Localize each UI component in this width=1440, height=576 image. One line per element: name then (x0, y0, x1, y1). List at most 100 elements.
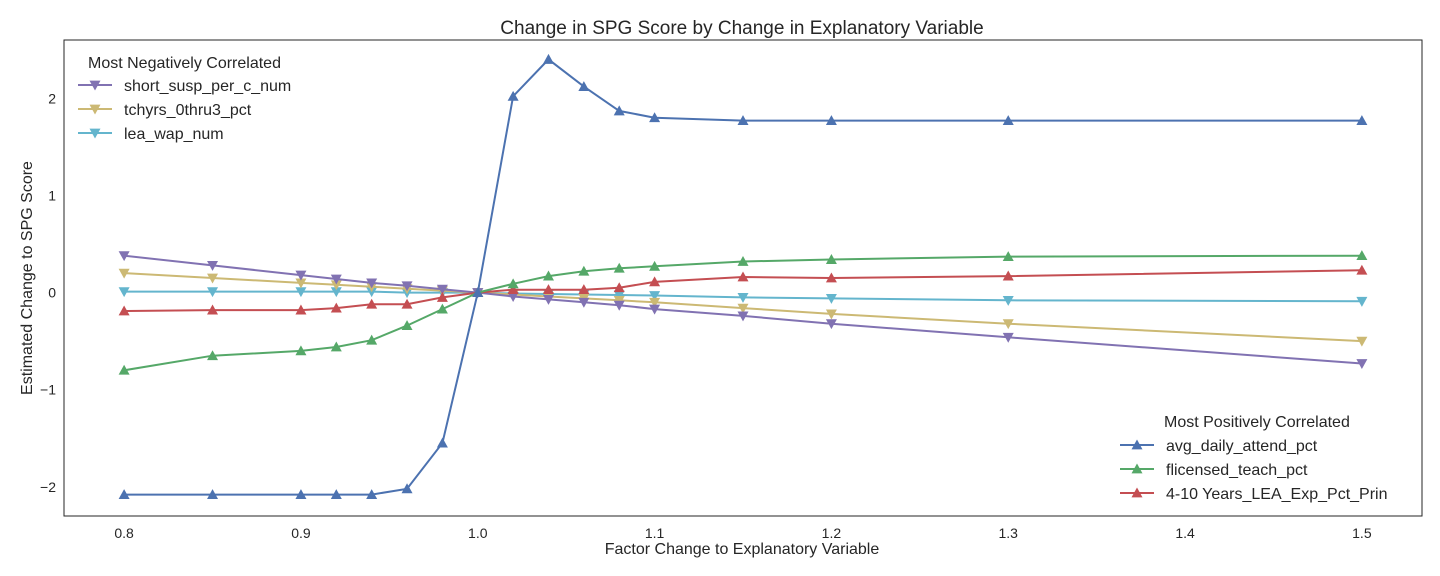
x-tick-label: 1.5 (1352, 525, 1372, 541)
y-tick-label: 0 (48, 285, 56, 301)
data-point (737, 293, 749, 303)
data-point (649, 291, 661, 301)
data-point (401, 483, 413, 494)
series-short_susp_per_c_num (118, 251, 1368, 369)
legend-label: lea_wap_num (124, 126, 224, 143)
data-point (578, 297, 590, 308)
data-point (207, 287, 219, 298)
data-point (507, 278, 519, 289)
data-point (366, 489, 378, 500)
data-point (330, 274, 342, 285)
data-point (1002, 319, 1014, 330)
data-point (207, 304, 219, 315)
y-tick-label: −2 (40, 479, 56, 495)
data-point (1002, 295, 1014, 306)
data-point (613, 300, 625, 311)
data-point (436, 284, 448, 295)
data-point (366, 334, 378, 345)
data-point (542, 294, 554, 305)
data-point (1356, 359, 1368, 369)
data-point (825, 294, 837, 304)
data-point (207, 273, 219, 284)
data-point (436, 437, 448, 448)
data-point (1356, 115, 1368, 126)
y-axis-ticks: −2 −1 0 1 2 (40, 90, 56, 495)
legend-label: avg_daily_attend_pct (1166, 438, 1318, 455)
data-point (207, 260, 219, 271)
data-point (118, 251, 130, 262)
data-point (330, 489, 342, 500)
chart-title: Change in SPG Score by Change in Explana… (500, 18, 983, 39)
data-point (118, 287, 130, 298)
x-tick-label: 1.2 (822, 525, 842, 541)
data-point (472, 287, 484, 297)
data-point (507, 292, 519, 302)
data-point (207, 350, 219, 361)
x-axis-ticks: 0.8 0.9 1.0 1.1 1.2 1.3 1.4 1.5 (114, 525, 1371, 541)
data-point (436, 303, 448, 314)
data-point (825, 319, 837, 330)
data-point (737, 311, 749, 322)
data-point (825, 254, 837, 264)
legend-swatch-marker (89, 128, 101, 139)
data-point (330, 341, 342, 352)
legend-swatch-marker (1131, 487, 1143, 498)
data-point (401, 281, 413, 292)
data-point (649, 297, 661, 308)
legend-swatch-marker (1131, 463, 1143, 474)
data-point (578, 81, 590, 92)
data-point (613, 282, 625, 293)
series-4-10 Years_LEA_Exp_Pct_Prin (118, 264, 1368, 316)
data-point (649, 112, 661, 123)
data-point (825, 272, 837, 283)
data-point (1356, 250, 1368, 261)
data-point (295, 489, 307, 500)
legend-swatch-marker (89, 104, 101, 115)
data-point (330, 280, 342, 291)
data-point (649, 276, 661, 287)
data-point (542, 53, 554, 64)
series-avg_daily_attend_pct (118, 53, 1368, 500)
data-point (507, 284, 519, 295)
data-point (1356, 264, 1368, 275)
data-point (1356, 336, 1368, 347)
series-layer (118, 53, 1368, 500)
data-point (737, 271, 749, 282)
data-point (295, 345, 307, 356)
legend-label: 4-10 Years_LEA_Exp_Pct_Prin (1166, 486, 1387, 503)
data-point (578, 284, 590, 295)
data-point (366, 298, 378, 309)
data-point (118, 305, 130, 316)
data-point (1002, 332, 1014, 343)
x-tick-label: 1.1 (645, 525, 665, 541)
legend-positive: Most Positively Correlated avg_daily_att… (1120, 414, 1387, 503)
data-point (737, 255, 749, 266)
data-point (507, 90, 519, 101)
legend-negative: Most Negatively Correlated short_susp_pe… (78, 55, 291, 143)
data-point (295, 278, 307, 289)
data-point (295, 304, 307, 315)
data-point (613, 262, 625, 273)
data-point (613, 105, 625, 116)
data-point (366, 278, 378, 289)
legend-label: flicensed_teach_pct (1166, 462, 1308, 479)
series-flicensed_teach_pct (118, 250, 1368, 375)
y-tick-label: 1 (48, 187, 56, 203)
data-point (1002, 270, 1014, 281)
x-tick-label: 1.4 (1175, 525, 1195, 541)
x-tick-label: 0.9 (291, 525, 311, 541)
legend-swatch-marker (89, 80, 101, 91)
data-point (737, 303, 749, 314)
data-point (401, 298, 413, 309)
data-point (613, 290, 625, 301)
data-point (542, 284, 554, 295)
data-point (825, 115, 837, 126)
data-point (118, 489, 130, 500)
y-tick-label: 2 (48, 90, 56, 106)
x-tick-label: 1.0 (468, 525, 488, 541)
data-point (295, 287, 307, 298)
data-point (118, 268, 130, 279)
data-point (649, 260, 661, 271)
x-tick-label: 0.8 (114, 525, 134, 541)
